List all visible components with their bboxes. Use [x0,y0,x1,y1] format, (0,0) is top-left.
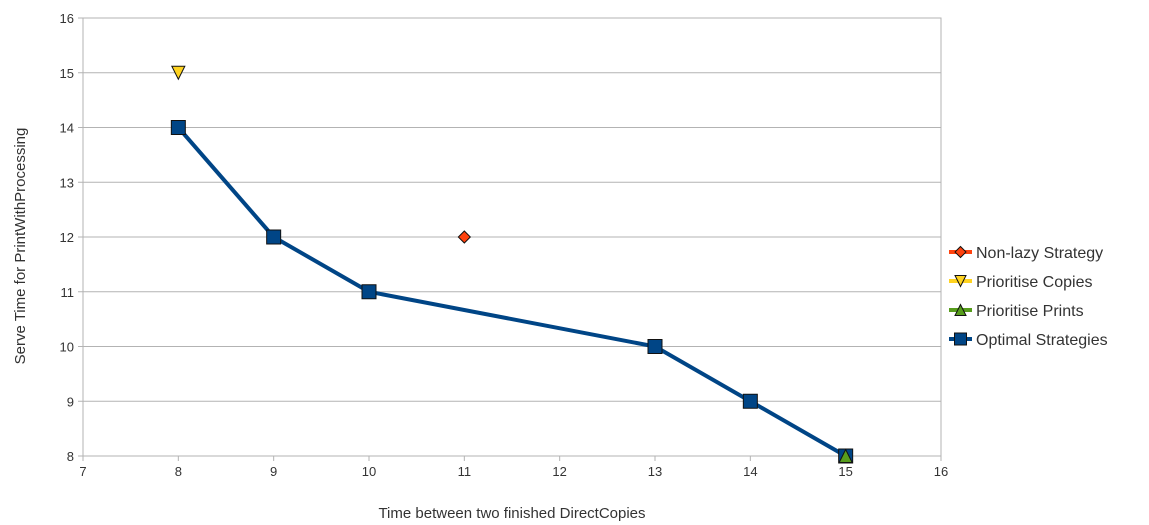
y-tick-label: 9 [67,394,74,409]
y-tick-label: 16 [60,11,74,26]
data-point [742,393,758,409]
legend-label: Prioritise Prints [976,303,1084,320]
legend-item: Prioritise Prints [949,303,1084,320]
legend-item: Optimal Strategies [949,332,1108,349]
x-tick-label: 8 [175,464,182,479]
y-tick-label: 14 [60,121,74,136]
data-point [170,120,186,135]
y-axis-title: Serve Time for PrintWithProcessing [12,128,29,365]
x-tick-label: 7 [79,464,86,479]
legend-marker [954,303,967,316]
x-tick-label: 10 [362,464,376,479]
data-point [838,448,853,463]
data-point [457,230,472,244]
y-tick-label: 13 [60,175,74,190]
legend-marker [954,275,967,288]
x-tick-label: 16 [934,464,948,479]
axes [78,17,942,461]
data-point [266,229,282,245]
legend: Non-lazy Strategy Prioritise Copies Priori… [949,245,1108,349]
y-tick-label: 15 [60,66,74,81]
series-prioritise-prints [838,448,853,463]
legend-item: Prioritise Copies [949,274,1092,291]
series-prioritise-copies [171,65,186,81]
x-tick-label: 12 [552,464,566,479]
x-tick-label: 14 [743,464,757,479]
data-point [361,284,377,300]
y-tick-label: 11 [61,285,75,300]
data-point [171,65,186,81]
legend-marker [954,245,967,259]
legend-item: Non-lazy Strategy [949,245,1103,262]
series-non-lazy-strategy [457,230,472,244]
x-tick-label: 9 [270,464,277,479]
data-point [647,339,663,354]
x-axis-title: Time between two finished DirectCopies [378,505,645,522]
y-tick-labels: 8 9 10 11 12 13 14 15 16 [60,11,74,464]
legend-label: Prioritise Copies [976,274,1092,291]
series-line [176,126,847,458]
legend-label: Non-lazy Strategy [976,245,1103,262]
y-tick-label: 10 [60,340,74,355]
x-tick-label: 13 [648,464,662,479]
x-tick-label: 11 [458,464,472,479]
y-tick-label: 12 [60,230,74,245]
x-tick-labels: 7 8 9 10 11 12 13 14 15 16 [79,464,948,479]
x-tick-label: 15 [838,464,852,479]
y-tick-label: 8 [67,449,74,464]
legend-label: Optimal Strategies [976,332,1108,349]
series-layer [170,65,854,464]
legend-marker [954,332,967,346]
